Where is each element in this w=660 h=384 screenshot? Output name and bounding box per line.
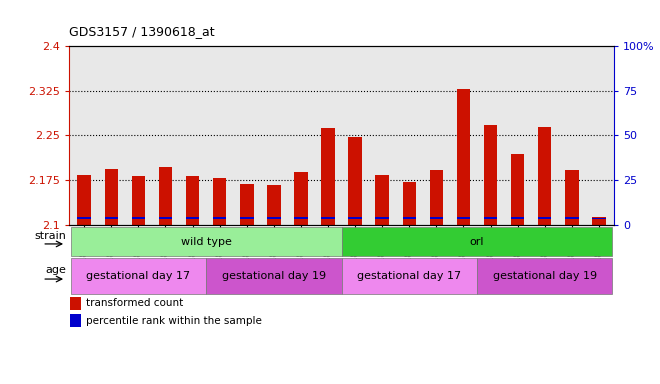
Bar: [457, 217, 470, 219]
Bar: [376, 217, 389, 219]
Bar: [321, 128, 335, 225]
Bar: [321, 217, 335, 219]
Bar: [158, 217, 172, 219]
Bar: [565, 217, 579, 219]
Bar: [77, 217, 91, 219]
Bar: [131, 217, 145, 219]
Text: gestational day 17: gestational day 17: [357, 271, 461, 281]
Bar: [430, 217, 443, 219]
Bar: [403, 217, 416, 219]
Bar: [71, 258, 206, 294]
Bar: [430, 170, 443, 225]
Bar: [565, 170, 579, 225]
Text: age: age: [45, 265, 66, 275]
Bar: [213, 178, 226, 225]
Bar: [213, 217, 226, 219]
Text: wild type: wild type: [181, 237, 232, 247]
Bar: [240, 184, 253, 225]
Bar: [538, 127, 552, 225]
Text: orl: orl: [470, 237, 484, 247]
Text: gestational day 17: gestational day 17: [86, 271, 191, 281]
Bar: [294, 172, 308, 225]
Bar: [206, 258, 342, 294]
Bar: [592, 218, 606, 219]
Text: GDS3157 / 1390618_at: GDS3157 / 1390618_at: [69, 25, 215, 38]
Bar: [104, 169, 118, 225]
Bar: [403, 182, 416, 225]
Bar: [511, 217, 525, 219]
Bar: [342, 258, 477, 294]
Bar: [267, 185, 280, 225]
Bar: [538, 217, 552, 219]
Bar: [457, 89, 470, 225]
Bar: [348, 217, 362, 219]
Bar: [77, 175, 91, 225]
Bar: [294, 217, 308, 219]
Bar: [484, 217, 498, 219]
Bar: [240, 217, 253, 219]
Text: gestational day 19: gestational day 19: [222, 271, 326, 281]
Bar: [185, 176, 199, 225]
Bar: [71, 227, 342, 256]
Bar: [70, 314, 81, 327]
Text: percentile rank within the sample: percentile rank within the sample: [86, 316, 261, 326]
Bar: [104, 217, 118, 219]
Bar: [592, 217, 606, 225]
Bar: [511, 154, 525, 225]
Bar: [131, 176, 145, 225]
Bar: [267, 217, 280, 219]
Bar: [348, 137, 362, 225]
Bar: [376, 175, 389, 225]
Bar: [185, 217, 199, 219]
Bar: [484, 125, 498, 225]
Bar: [70, 297, 81, 310]
Bar: [158, 167, 172, 225]
Bar: [342, 227, 612, 256]
Text: gestational day 19: gestational day 19: [492, 271, 597, 281]
Text: transformed count: transformed count: [86, 298, 183, 308]
Text: strain: strain: [34, 231, 66, 241]
Bar: [477, 258, 612, 294]
